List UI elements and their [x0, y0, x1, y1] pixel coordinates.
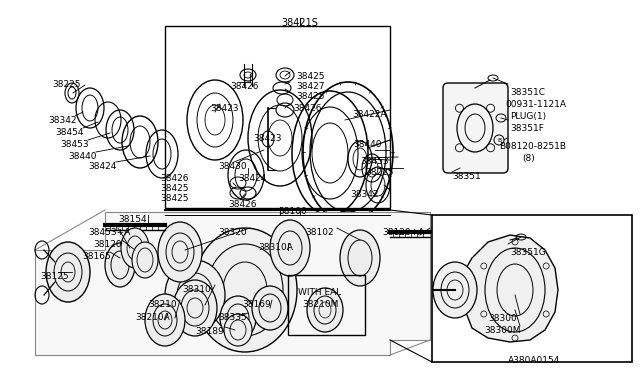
Text: 38454: 38454: [55, 128, 83, 137]
Text: 38189: 38189: [195, 327, 224, 336]
Text: 38102: 38102: [305, 228, 333, 237]
Text: 38225: 38225: [52, 80, 81, 89]
Text: 38430: 38430: [218, 162, 246, 171]
Bar: [165, 26, 390, 208]
Text: 00931-1121A: 00931-1121A: [505, 100, 566, 109]
Text: A380A0154: A380A0154: [508, 356, 561, 365]
Text: 38310: 38310: [182, 285, 211, 294]
Ellipse shape: [252, 286, 288, 330]
Text: 38225: 38225: [365, 168, 394, 177]
Text: 38424: 38424: [238, 174, 266, 183]
Ellipse shape: [173, 280, 217, 336]
Polygon shape: [462, 235, 558, 342]
Text: 38425: 38425: [296, 72, 324, 81]
Text: 38427: 38427: [296, 82, 324, 91]
Ellipse shape: [145, 294, 185, 346]
Ellipse shape: [433, 262, 477, 318]
Text: WITH EAL: WITH EAL: [298, 288, 342, 297]
Text: 38423: 38423: [210, 104, 239, 113]
Text: 38426: 38426: [160, 174, 189, 183]
Text: 38169: 38169: [242, 300, 271, 309]
Text: 38453: 38453: [360, 157, 388, 166]
Text: 38440: 38440: [68, 152, 97, 161]
Text: 38426: 38426: [230, 82, 259, 91]
Ellipse shape: [121, 228, 149, 268]
Ellipse shape: [105, 243, 135, 287]
Ellipse shape: [165, 260, 225, 330]
Text: 38425: 38425: [160, 184, 189, 193]
Ellipse shape: [132, 242, 158, 278]
FancyBboxPatch shape: [443, 83, 508, 173]
Ellipse shape: [158, 222, 202, 282]
Text: B08120-8251B: B08120-8251B: [499, 142, 566, 151]
Text: 38351: 38351: [452, 172, 481, 181]
Bar: [288, 275, 365, 335]
Text: 38120+A: 38120+A: [382, 228, 424, 237]
Text: 38165: 38165: [82, 252, 111, 261]
Text: 38351F: 38351F: [510, 124, 544, 133]
Text: (8): (8): [522, 154, 535, 163]
Text: 38423: 38423: [253, 134, 282, 143]
Text: 38426: 38426: [228, 200, 257, 209]
Text: 38453+A: 38453+A: [88, 228, 131, 237]
Text: 38120: 38120: [93, 240, 122, 249]
Text: 38424: 38424: [88, 162, 116, 171]
Ellipse shape: [46, 242, 90, 302]
Text: 38210: 38210: [148, 300, 177, 309]
Text: 38342: 38342: [48, 116, 77, 125]
Text: 38425: 38425: [160, 194, 189, 203]
Text: 38300: 38300: [488, 314, 516, 323]
Polygon shape: [35, 212, 430, 355]
Text: 38421S: 38421S: [282, 18, 319, 28]
Text: 38422A: 38422A: [352, 110, 387, 119]
Text: 38342: 38342: [350, 190, 378, 199]
Text: 38300M: 38300M: [484, 326, 520, 335]
Text: 38210M: 38210M: [302, 300, 338, 309]
Ellipse shape: [307, 288, 343, 332]
Ellipse shape: [220, 296, 256, 340]
Text: 38320: 38320: [218, 228, 246, 237]
Text: 38125: 38125: [40, 272, 68, 281]
Text: 38335: 38335: [218, 313, 247, 322]
Text: 38426: 38426: [293, 104, 321, 113]
Text: 38154: 38154: [118, 215, 147, 224]
Text: 38310A: 38310A: [258, 243, 293, 252]
Text: PLUG(1): PLUG(1): [510, 112, 546, 121]
Ellipse shape: [340, 230, 380, 286]
Text: 38351C: 38351C: [510, 88, 545, 97]
Bar: [432, 215, 632, 362]
Text: 38425: 38425: [296, 92, 324, 101]
Text: 38453: 38453: [60, 140, 88, 149]
Text: 38210A: 38210A: [135, 313, 170, 322]
Text: 38351G: 38351G: [510, 248, 546, 257]
Text: 38440: 38440: [353, 140, 381, 149]
Ellipse shape: [193, 228, 297, 352]
Text: B: B: [497, 138, 501, 142]
Ellipse shape: [224, 314, 252, 346]
Ellipse shape: [270, 220, 310, 276]
Text: 38100: 38100: [278, 207, 307, 216]
